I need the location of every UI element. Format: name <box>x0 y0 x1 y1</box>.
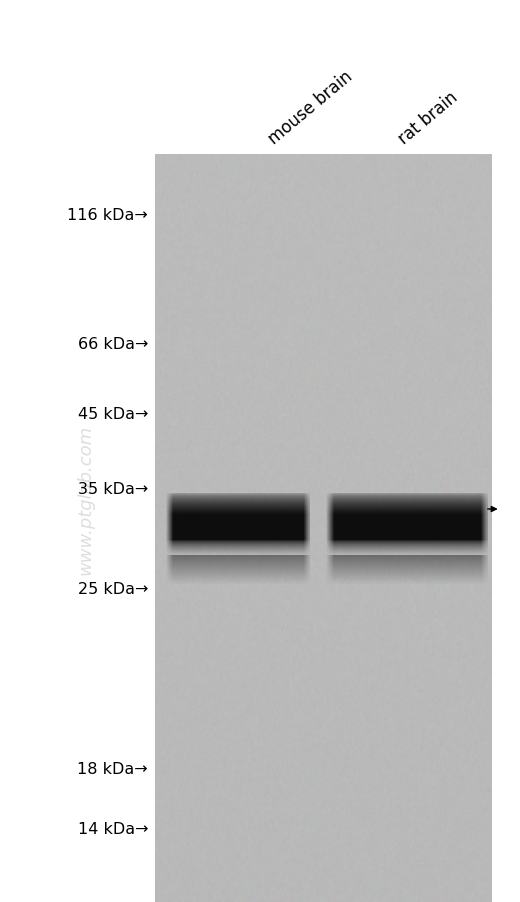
Text: www.ptglab.com: www.ptglab.com <box>76 425 94 575</box>
Text: 116 kDa→: 116 kDa→ <box>67 207 148 222</box>
Text: 18 kDa→: 18 kDa→ <box>77 761 148 777</box>
Text: mouse brain: mouse brain <box>265 68 356 148</box>
Text: rat brain: rat brain <box>395 88 461 148</box>
Text: 45 kDa→: 45 kDa→ <box>77 407 148 422</box>
Text: 25 kDa→: 25 kDa→ <box>77 582 148 597</box>
Text: 66 kDa→: 66 kDa→ <box>77 337 148 352</box>
Text: 35 kDa→: 35 kDa→ <box>78 482 148 497</box>
Text: 14 kDa→: 14 kDa→ <box>77 822 148 836</box>
